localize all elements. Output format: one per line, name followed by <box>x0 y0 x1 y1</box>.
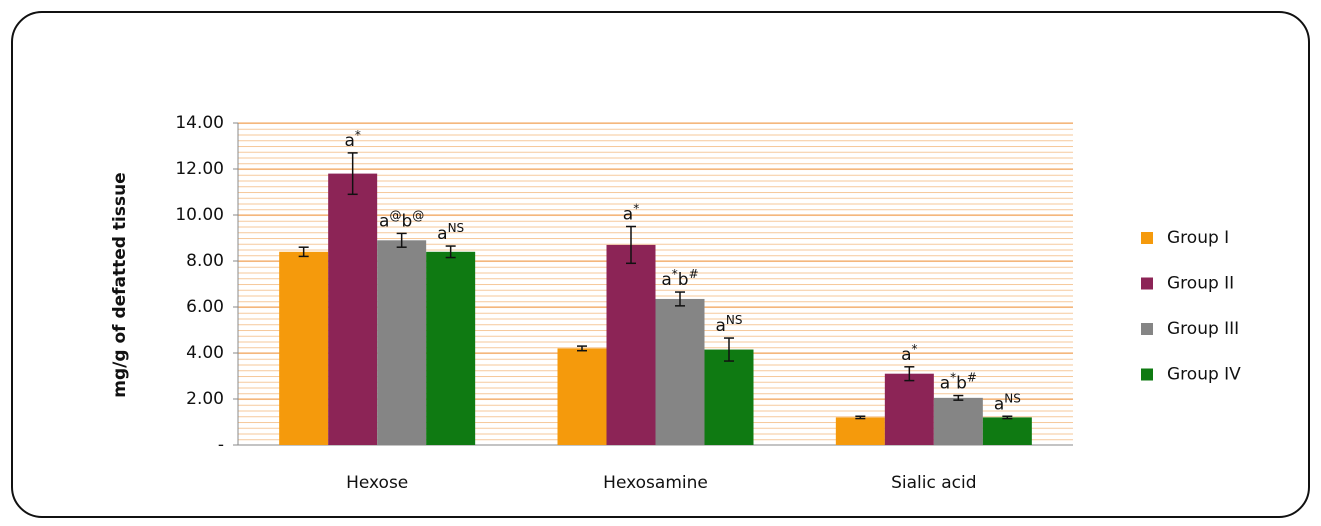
error-bar <box>1002 415 1013 420</box>
annotation-part: a <box>940 374 950 394</box>
annotation-part: * <box>633 201 639 215</box>
annotation-part: @ <box>412 208 424 222</box>
x-tick-label: Hexose <box>346 473 408 493</box>
bar <box>835 417 885 445</box>
y-tick-label: - <box>218 435 224 455</box>
legend-swatch <box>1141 368 1153 381</box>
y-tick-label: 8.00 <box>186 251 224 271</box>
y-tick-label: 6.00 <box>186 297 224 317</box>
annotation-part: a <box>623 205 633 225</box>
error-bar <box>855 415 866 420</box>
bar <box>426 251 476 445</box>
annotation-part: * <box>672 267 678 281</box>
annotation: a* <box>623 201 639 225</box>
legend-label: Group III <box>1167 319 1239 339</box>
annotation-part: # <box>967 370 977 384</box>
error-bar <box>445 245 456 259</box>
annotation-part: a <box>437 224 447 244</box>
bar <box>982 417 1032 445</box>
annotation-part: a <box>379 211 389 231</box>
annotation: a* <box>344 127 360 151</box>
annotation-part: * <box>355 127 361 141</box>
bar <box>655 298 705 445</box>
error-bar <box>626 225 636 265</box>
annotation-part: a <box>901 345 911 365</box>
y-axis-label: mg/g of defatted tissue <box>110 172 130 397</box>
annotation: aNS <box>715 313 742 337</box>
annotation: a*b# <box>661 267 698 291</box>
legend-swatch <box>1141 277 1153 290</box>
bar <box>557 348 607 445</box>
legend-swatch <box>1141 323 1153 335</box>
legend-label: Group II <box>1167 274 1234 294</box>
annotation-part: b <box>401 211 412 231</box>
bar <box>606 244 656 445</box>
error-bar <box>347 152 358 196</box>
annotation-part: a <box>715 316 725 336</box>
bar <box>377 240 427 445</box>
error-bar <box>904 366 915 382</box>
y-tick-label: 10.00 <box>175 205 224 225</box>
annotation-part: * <box>912 341 918 355</box>
y-tick-label: 4.00 <box>186 343 224 363</box>
error-bar <box>953 394 964 401</box>
bar <box>704 349 754 445</box>
annotation-part: # <box>689 267 699 281</box>
annotation: a@b@ <box>379 208 424 232</box>
y-tick-label: 12.00 <box>175 159 224 179</box>
bar <box>328 173 378 445</box>
annotation: aNS <box>994 391 1021 415</box>
error-bar <box>724 337 734 362</box>
annotation-part: NS <box>448 221 465 235</box>
x-tick-label: Hexosamine <box>603 473 708 493</box>
bar <box>884 373 934 445</box>
error-bar <box>396 232 407 248</box>
annotation-part: @ <box>389 208 401 222</box>
annotation-part: b <box>956 374 967 394</box>
annotation-part: a <box>994 394 1004 414</box>
legend-label: Group I <box>1167 228 1229 248</box>
annotation: a*b# <box>940 370 977 394</box>
annotation-part: a <box>661 270 671 290</box>
annotation-part: b <box>678 270 689 290</box>
annotation-part: a <box>344 131 354 151</box>
bar <box>933 397 983 445</box>
y-tick-label: 14.00 <box>175 113 224 133</box>
annotation-part: * <box>950 370 956 384</box>
bar <box>279 251 329 445</box>
annotation-part: NS <box>726 313 743 327</box>
error-bar <box>675 291 685 307</box>
legend-swatch <box>1141 232 1153 244</box>
x-tick-label: Sialic acid <box>891 473 976 493</box>
error-bar <box>298 246 309 258</box>
annotation-part: NS <box>1004 391 1021 405</box>
annotation: aNS <box>437 221 464 245</box>
annotation: a* <box>901 341 917 365</box>
error-bar <box>577 345 587 352</box>
y-tick-label: 2.00 <box>186 389 224 409</box>
legend-label: Group IV <box>1167 365 1241 385</box>
